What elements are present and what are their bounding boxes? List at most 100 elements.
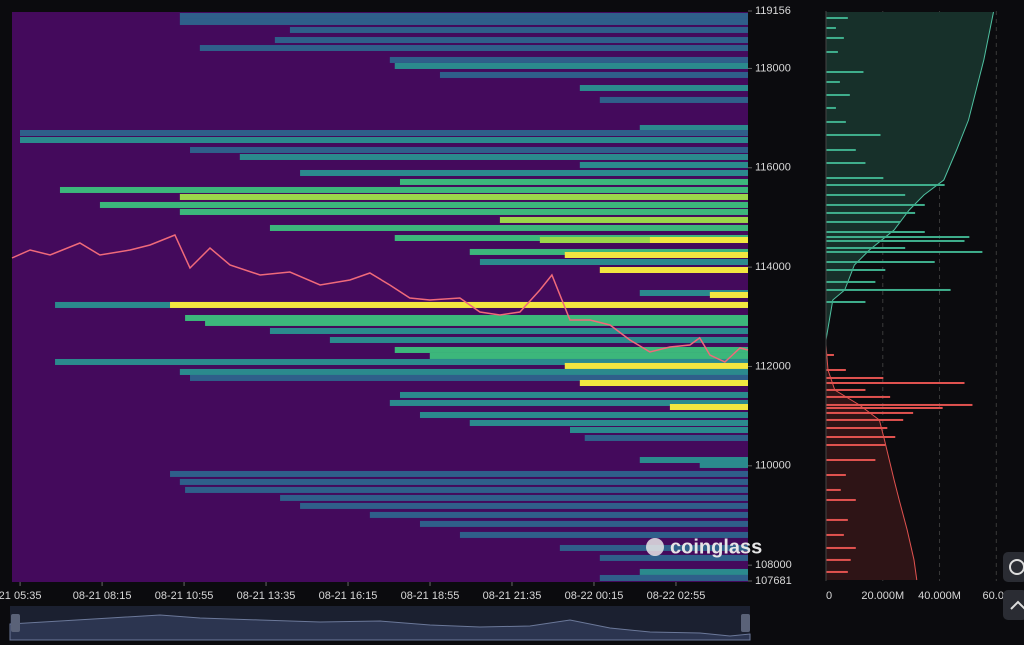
liquidation-band	[419, 520, 748, 527]
liquidation-band	[439, 71, 748, 78]
liquidation-band	[389, 399, 748, 406]
liquidation-bar	[826, 473, 846, 476]
liquidation-band	[429, 352, 748, 359]
screenshot-icon	[1009, 559, 1024, 575]
liquidation-bar	[826, 570, 848, 573]
liquidation-band	[329, 336, 748, 343]
liquidation-bar	[826, 239, 965, 242]
liquidation-bar	[826, 411, 914, 414]
liquidation-bar	[826, 443, 886, 446]
liquidation-band	[469, 248, 748, 255]
liquidation-bar	[826, 36, 844, 39]
x-tick-label: 20.000M	[861, 590, 904, 602]
liquidation-band	[599, 96, 748, 103]
watermark: coinglass	[670, 536, 762, 558]
y-tick-label: 119156	[755, 5, 791, 17]
liquidation-bar	[826, 388, 866, 391]
liquidation-bar	[826, 395, 891, 398]
liquidation-bar	[826, 406, 943, 409]
liquidation-band	[639, 568, 748, 575]
liquidation-band	[599, 554, 748, 561]
liquidation-band	[179, 18, 749, 25]
navigator-handle-right[interactable]	[741, 614, 750, 632]
side-buttons	[1003, 552, 1024, 620]
liquidation-band	[179, 13, 749, 20]
liquidation-band	[179, 478, 749, 485]
liquidation-band	[639, 124, 748, 131]
y-tick-label: 107681	[755, 575, 792, 587]
liquidation-band	[185, 486, 748, 493]
liquidation-band	[205, 319, 748, 326]
watermark-logo	[646, 538, 664, 556]
x-tick-label: 21 05:35	[0, 590, 41, 602]
liquidation-bar	[826, 148, 856, 151]
x-tick-label: 0	[826, 590, 832, 602]
liquidation-band	[280, 494, 748, 501]
liquidation-band	[389, 56, 748, 63]
liquidation-band	[599, 266, 748, 273]
liquidation-bar	[826, 211, 916, 214]
liquidation-band	[19, 137, 749, 144]
liquidation-bar	[826, 488, 841, 491]
liquidation-band	[579, 380, 748, 387]
cumulative-area	[826, 12, 994, 340]
liquidation-bar	[826, 93, 850, 96]
cumulative-area	[826, 345, 917, 580]
liquidation-bar	[826, 288, 951, 291]
liquidation-bar	[826, 546, 856, 549]
liquidation-bar	[826, 382, 965, 385]
liquidation-bar	[826, 26, 836, 29]
liquidation-band	[185, 314, 748, 321]
navigator-handle-left[interactable]	[11, 614, 20, 632]
liquidation-band	[269, 327, 748, 334]
liquidation-band	[199, 45, 748, 52]
y-tick-label: 116000	[755, 162, 791, 174]
liquidation-band	[179, 208, 749, 215]
liquidation-band	[190, 146, 748, 153]
scroll-up-icon	[1010, 600, 1024, 610]
liquidation-bar	[826, 246, 906, 249]
liquidation-bar	[826, 427, 888, 430]
liquidation-bar	[826, 70, 864, 73]
liquidation-band	[289, 26, 748, 33]
liquidation-bar	[826, 280, 876, 283]
liquidation-band	[639, 289, 748, 296]
scroll-up-button[interactable]	[1003, 590, 1024, 620]
liquidation-band	[190, 374, 748, 381]
liquidation-band	[369, 511, 748, 518]
liquidation-bar	[826, 250, 983, 253]
liquidation-band	[399, 391, 748, 398]
liquidation-bar	[826, 133, 881, 136]
y-tick-label: 110000	[755, 460, 791, 472]
liquidation-band	[599, 574, 748, 581]
liquidation-bar	[826, 203, 925, 206]
liquidation-band	[479, 258, 748, 265]
liquidation-band	[419, 411, 748, 418]
y-tick-label: 114000	[755, 261, 791, 273]
liquidation-band	[179, 193, 749, 200]
liquidation-bar	[826, 106, 836, 109]
liquidation-band	[564, 362, 748, 369]
x-tick-label: 08-22 00:15	[565, 590, 624, 602]
liquidation-band	[459, 531, 748, 538]
liquidation-band	[699, 461, 748, 468]
liquidation-band	[170, 470, 748, 477]
liquidation-band	[274, 37, 748, 44]
liquidation-bar	[826, 518, 848, 521]
liquidation-bar	[826, 120, 846, 123]
screenshot-button[interactable]	[1003, 552, 1024, 582]
liquidation-band	[499, 216, 748, 223]
liquidation-bar	[826, 300, 866, 303]
liquidation-bar	[826, 418, 904, 421]
liquidation-bar	[826, 403, 973, 406]
navigator	[9, 606, 751, 641]
liquidation-bar	[826, 260, 935, 263]
liquidation-bar	[826, 558, 851, 561]
cumulative-line	[825, 344, 918, 581]
liquidation-band	[170, 301, 748, 308]
liquidation-bar	[826, 80, 840, 83]
y-tick-label: 108000	[755, 559, 792, 571]
liquidation-band	[469, 419, 748, 426]
liquidation-bar	[826, 376, 884, 379]
